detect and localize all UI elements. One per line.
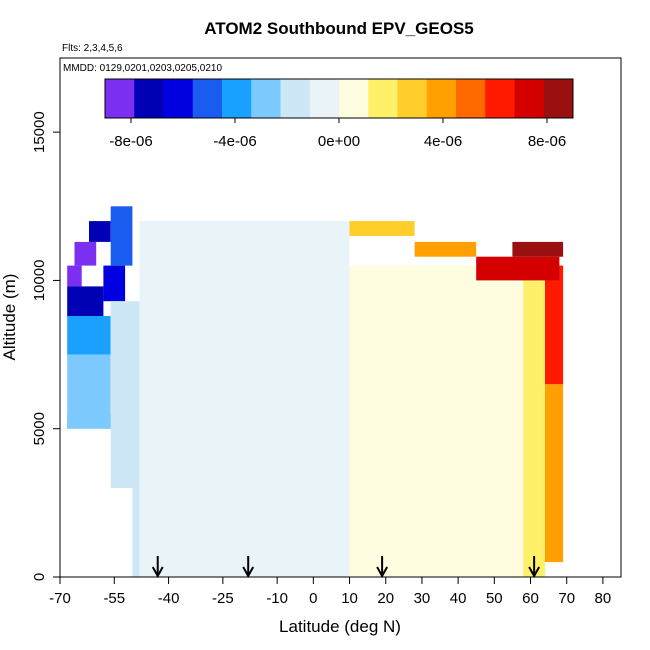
field-cell-1 xyxy=(74,241,97,266)
x-tick-label-3: -25 xyxy=(212,590,234,607)
x-tick-label-13: 80 xyxy=(595,590,612,607)
field-cell-18 xyxy=(414,241,477,257)
field-cell-5 xyxy=(110,206,133,266)
plot-frame xyxy=(59,57,622,578)
x-tick-label-7: 20 xyxy=(377,590,394,607)
flight-marker-3 xyxy=(528,556,541,579)
x-tick-label-2: -40 xyxy=(158,590,180,607)
colorbar-swatch-12 xyxy=(456,79,486,118)
field-cell-13 xyxy=(476,265,524,577)
x-tick-label-10: 50 xyxy=(486,590,503,607)
colorbar-swatch-15 xyxy=(543,79,574,118)
field-cell-11 xyxy=(139,221,350,577)
field-cell-16 xyxy=(545,265,564,385)
x-tick-label-8: 30 xyxy=(414,590,431,607)
colorbar-swatch-9 xyxy=(368,79,398,118)
field-cell-3 xyxy=(67,286,104,317)
colorbar-swatch-8 xyxy=(339,79,369,118)
colorbar-tick-label-2: 0e+00 xyxy=(318,133,360,150)
flight-marker-2 xyxy=(376,556,388,579)
y-tick-label-3: 15000 xyxy=(31,111,48,153)
field-cell-15 xyxy=(545,384,564,563)
field-cell-19 xyxy=(476,256,560,281)
colorbar-swatch-5 xyxy=(251,79,281,118)
y-tick-label-1: 5000 xyxy=(31,412,48,445)
x-tick-label-5: 0 xyxy=(309,590,317,607)
colorbar-swatch-10 xyxy=(397,79,428,118)
field-cell-0 xyxy=(67,265,82,287)
y-tick-label-0: 0 xyxy=(31,573,48,581)
field-cell-20 xyxy=(512,241,564,257)
field-cell-12 xyxy=(349,265,477,577)
colorbar-swatch-0 xyxy=(105,79,135,118)
colorbar-swatch-2 xyxy=(163,79,194,118)
field-cell-14 xyxy=(523,265,545,577)
x-tick-label-12: 70 xyxy=(558,590,575,607)
flight-marker-0 xyxy=(151,556,164,579)
colorbar-swatch-13 xyxy=(485,79,515,118)
chart-subtitle-dates: MMDD: 0129,0201,0203,0205,0210 xyxy=(63,63,222,74)
field-cell-17 xyxy=(349,221,415,236)
x-tick-label-1: -55 xyxy=(103,590,125,607)
x-tick-label-11: 60 xyxy=(522,590,539,607)
colorbar-swatch-7 xyxy=(309,79,340,118)
x-axis-label: Latitude (deg N) xyxy=(279,617,401,636)
field-cell-2 xyxy=(89,221,111,242)
x-tick-label-4: -10 xyxy=(266,590,288,607)
y-axis-label: Altitude (m) xyxy=(0,274,19,361)
x-tick-label-9: 40 xyxy=(450,590,467,607)
colorbar xyxy=(104,78,574,119)
heatmap-field xyxy=(67,206,564,577)
colorbar-tick-label-4: 8e-06 xyxy=(528,133,566,150)
x-tick-label-0: -70 xyxy=(49,590,71,607)
colorbar-tick-label-0: -8e-06 xyxy=(109,133,152,150)
field-cell-4 xyxy=(103,265,126,302)
x-tick-label-6: 10 xyxy=(341,590,358,607)
colorbar-swatch-14 xyxy=(514,79,545,118)
chart-subtitle-flights: Flts: 2,3,4,5,6 xyxy=(62,43,123,54)
field-cell-9 xyxy=(110,301,140,488)
y-axis: 0 5000 10000 15000 xyxy=(31,111,60,581)
colorbar-swatch-4 xyxy=(222,79,252,118)
colorbar-swatch-6 xyxy=(280,79,311,118)
colorbar-swatch-11 xyxy=(426,79,457,118)
colorbar-swatch-3 xyxy=(192,79,223,118)
flight-marker-1 xyxy=(242,556,255,579)
colorbar-tick-label-3: 4e-06 xyxy=(424,133,462,150)
field-cell-6 xyxy=(67,316,111,355)
chart-title: ATOM2 Southbound EPV_GEOS5 xyxy=(204,19,474,38)
flight-markers xyxy=(151,556,541,579)
colorbar-ticks: -8e-06 -4e-06 0e+00 4e-06 8e-06 xyxy=(109,118,566,150)
x-axis: -70 -55 -40 -25 -10 0 10 20 30 40 50 60 70 80 xyxy=(49,577,611,607)
y-tick-label-2: 10000 xyxy=(31,260,48,302)
colorbar-swatch-1 xyxy=(134,79,164,118)
colorbar-tick-label-1: -4e-06 xyxy=(213,133,256,150)
